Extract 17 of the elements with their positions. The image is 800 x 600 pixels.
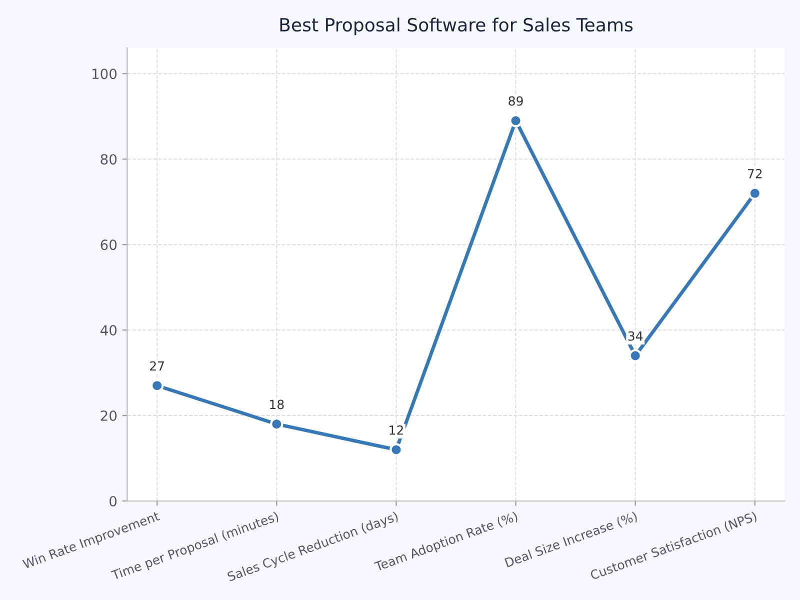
point (628, 349, 642, 362)
y-tick-label: 20 (100, 410, 117, 421)
point (509, 114, 522, 128)
y-tick-label: 100 (92, 68, 117, 80)
data-label: 89 (508, 96, 523, 106)
data-label: 27 (150, 361, 164, 371)
data-label: 12 (390, 425, 403, 435)
y-tick-label: 80 (100, 154, 117, 165)
chart-title: Best Proposal Software for Sales Teams (280, 18, 633, 36)
point (390, 443, 403, 456)
y-tick-label: 60 (100, 240, 117, 250)
y-tick-label: 0 (110, 496, 117, 506)
data-label: 18 (270, 400, 284, 410)
y-tick-label: 40 (100, 325, 117, 336)
point (270, 417, 284, 431)
data-label: 72 (748, 168, 762, 178)
data-label: 34 (628, 331, 643, 341)
